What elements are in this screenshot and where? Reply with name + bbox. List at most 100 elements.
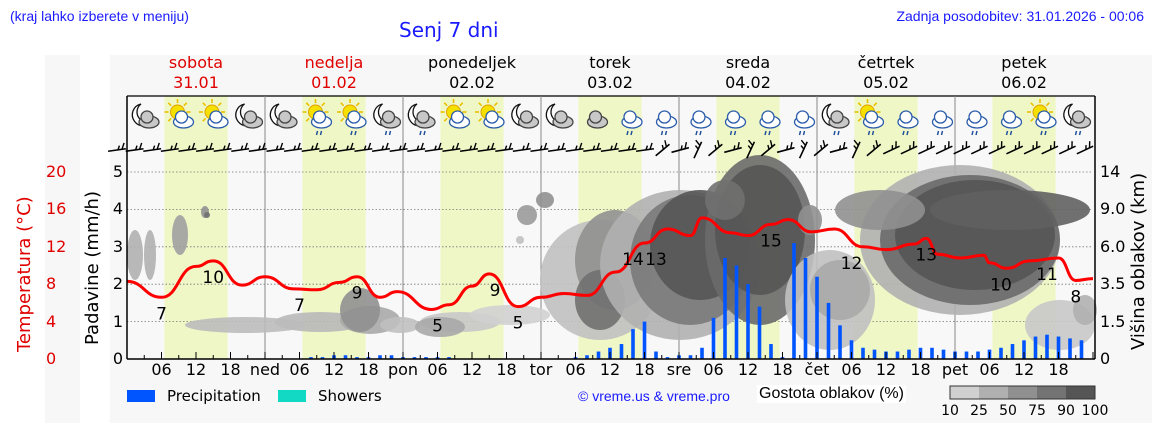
- day-header: ponedeljek 02.02: [403, 53, 541, 93]
- location-menu-hint: (kraj lahko izberete v meniju): [10, 8, 189, 24]
- day-date: 31.01: [173, 73, 219, 92]
- day-name: ponedeljek: [428, 53, 516, 72]
- last-update: Zadnja posodobitev: 31.01.2026 - 00:06: [896, 8, 1144, 24]
- x-tick-label: 06: [427, 360, 448, 379]
- temperature-point-label: 10: [202, 268, 224, 288]
- temperature-tick: 4: [46, 311, 57, 331]
- cloud-density-layer: [127, 155, 1097, 350]
- cloud-icon: [586, 110, 609, 129]
- temperature-point-label: 14: [622, 250, 644, 270]
- day-date: 04.02: [725, 73, 771, 92]
- precipitation-legend-label: Precipitation: [167, 387, 261, 405]
- density-swatch: [1066, 386, 1095, 399]
- precipitation-bar: [355, 357, 359, 359]
- x-tick-label: ned: [249, 360, 281, 379]
- moon-cloud-rain-icon: [373, 103, 402, 136]
- cloud-height-tick: 14: [1100, 162, 1121, 181]
- temperature-point-label: 8: [1070, 287, 1081, 307]
- cloud-rain-icon: [724, 110, 747, 136]
- cloud-rain-icon: [759, 110, 781, 136]
- sun-cloud-icon: [164, 99, 195, 129]
- precipitation-bar: [412, 357, 417, 359]
- cloud-rain-icon: [793, 110, 816, 136]
- precipitation-bar: [803, 258, 808, 359]
- precipitation-bar: [1010, 344, 1015, 359]
- temperature-tick: 0: [46, 349, 57, 368]
- day-header: sobota 31.01: [127, 53, 265, 93]
- precipitation-bar: [999, 347, 1003, 359]
- precipitation-bar: [1022, 340, 1026, 359]
- moon-cloud-rain-icon: [407, 103, 436, 136]
- cloud-density-label: Gostota oblakov (%): [757, 385, 906, 403]
- x-tick-label: 12: [737, 360, 759, 379]
- x-tick-label: 18: [358, 360, 379, 379]
- day-date: 05.02: [863, 73, 909, 92]
- precipitation-bar: [447, 357, 451, 359]
- showers-swatch: [278, 390, 306, 402]
- x-tick-label: 12: [599, 360, 621, 379]
- day-name: torek: [589, 53, 631, 72]
- temperature-point-label: 15: [760, 231, 782, 251]
- day-header: sreda 04.02: [679, 53, 817, 93]
- x-tick-label: 18: [220, 360, 241, 379]
- day-name: četrtek: [857, 53, 915, 72]
- precipitation-tick: 4: [112, 199, 123, 219]
- day-header: torek 03.02: [541, 53, 679, 93]
- temperature-point-label: 13: [915, 245, 937, 265]
- precipitation-tick: 5: [112, 162, 123, 181]
- day-date: 03.02: [587, 73, 633, 92]
- precipitation-bar: [424, 357, 428, 359]
- copyright-link[interactable]: © vreme.us & vreme.pro: [578, 388, 730, 404]
- precipitation-bar: [964, 351, 969, 359]
- precipitation-bar: [585, 355, 589, 359]
- moon-cloud-rain-icon: [821, 103, 850, 136]
- sun-cloud-icon: [475, 99, 505, 129]
- precipitation-bar: [941, 349, 946, 359]
- moon-cloud-icon: [235, 103, 264, 129]
- precipitation-tick: 0: [112, 349, 123, 368]
- precipitation-tick: 2: [112, 274, 123, 294]
- temperature-point-label: 10: [990, 275, 1012, 295]
- x-tick-label: 18: [496, 360, 517, 379]
- x-tick-label: sre: [666, 360, 692, 379]
- x-tick-label: 18: [1048, 360, 1069, 379]
- temperature-tick: 20: [46, 162, 67, 181]
- x-tick-label: 12: [185, 360, 207, 379]
- cloud-height-tick: 3.5: [1100, 274, 1126, 294]
- x-tick-label: 06: [289, 360, 310, 379]
- precipitation-bar: [757, 306, 762, 359]
- cloud-rain-icon: [655, 110, 678, 136]
- x-tick-label: 12: [323, 360, 345, 379]
- precipitation-bar: [734, 265, 739, 359]
- temperature-tick: 16: [46, 199, 67, 219]
- precipitation-bar: [826, 302, 831, 359]
- precipitation-bar: [838, 325, 842, 359]
- temperature-point-label: 5: [513, 314, 524, 334]
- precipitation-bar: [792, 243, 796, 359]
- cloud-height-tick: 6.0: [1100, 236, 1126, 256]
- precipitation-bar: [1068, 338, 1072, 359]
- precipitation-bar: [619, 344, 624, 359]
- precipitation-bar: [642, 321, 647, 359]
- precipitation-bar: [654, 351, 658, 359]
- precipitation-bar: [711, 317, 716, 359]
- precipitation-bar: [309, 357, 313, 359]
- x-tick-label: 06: [151, 360, 172, 379]
- density-swatch: [1037, 386, 1066, 399]
- precipitation-swatch: [127, 390, 155, 402]
- temp-axis-panel: [45, 55, 80, 423]
- x-tick-label: 18: [634, 360, 655, 379]
- temperature-line: [126, 216, 1094, 311]
- precipitation-bar: [895, 351, 900, 359]
- precipitation-bar: [389, 355, 394, 359]
- sun-cloud-rain-icon: [1027, 99, 1057, 136]
- density-swatch: [1008, 386, 1037, 399]
- day-header: četrtek 05.02: [817, 53, 955, 93]
- cloud-height-tick: 1.5: [1100, 311, 1126, 331]
- temperature-point-label: 11: [1036, 265, 1058, 285]
- precipitation-bar: [872, 349, 877, 359]
- day-date: 02.02: [449, 73, 495, 92]
- density-swatch: [979, 386, 1008, 399]
- x-tick-label: čet: [804, 360, 830, 379]
- x-tick-label: tor: [529, 360, 553, 379]
